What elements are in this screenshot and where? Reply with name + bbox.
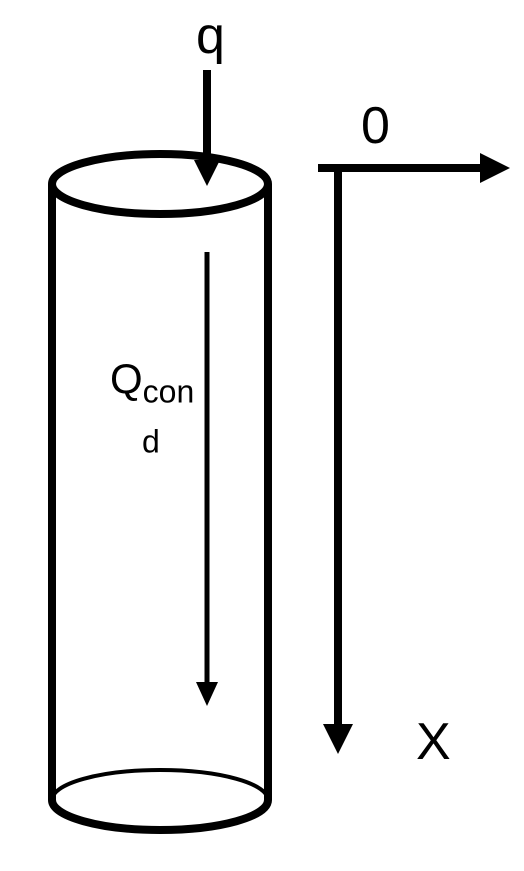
label-qcond: Qcon xyxy=(110,355,194,410)
cylinder xyxy=(52,154,268,830)
qcond-arrow xyxy=(196,252,218,706)
label-qcond-q: Q xyxy=(110,355,143,402)
label-q: q xyxy=(196,6,225,66)
label-qcond-con: con xyxy=(143,373,195,409)
label-zero: 0 xyxy=(361,96,390,156)
label-x: X xyxy=(416,712,451,772)
x-axis-horizontal xyxy=(318,153,510,183)
label-qcond-d-wrap: d xyxy=(142,405,160,460)
label-qcond-d: d xyxy=(142,423,160,459)
x-axis-vertical xyxy=(323,165,353,754)
q-arrow xyxy=(194,70,220,186)
